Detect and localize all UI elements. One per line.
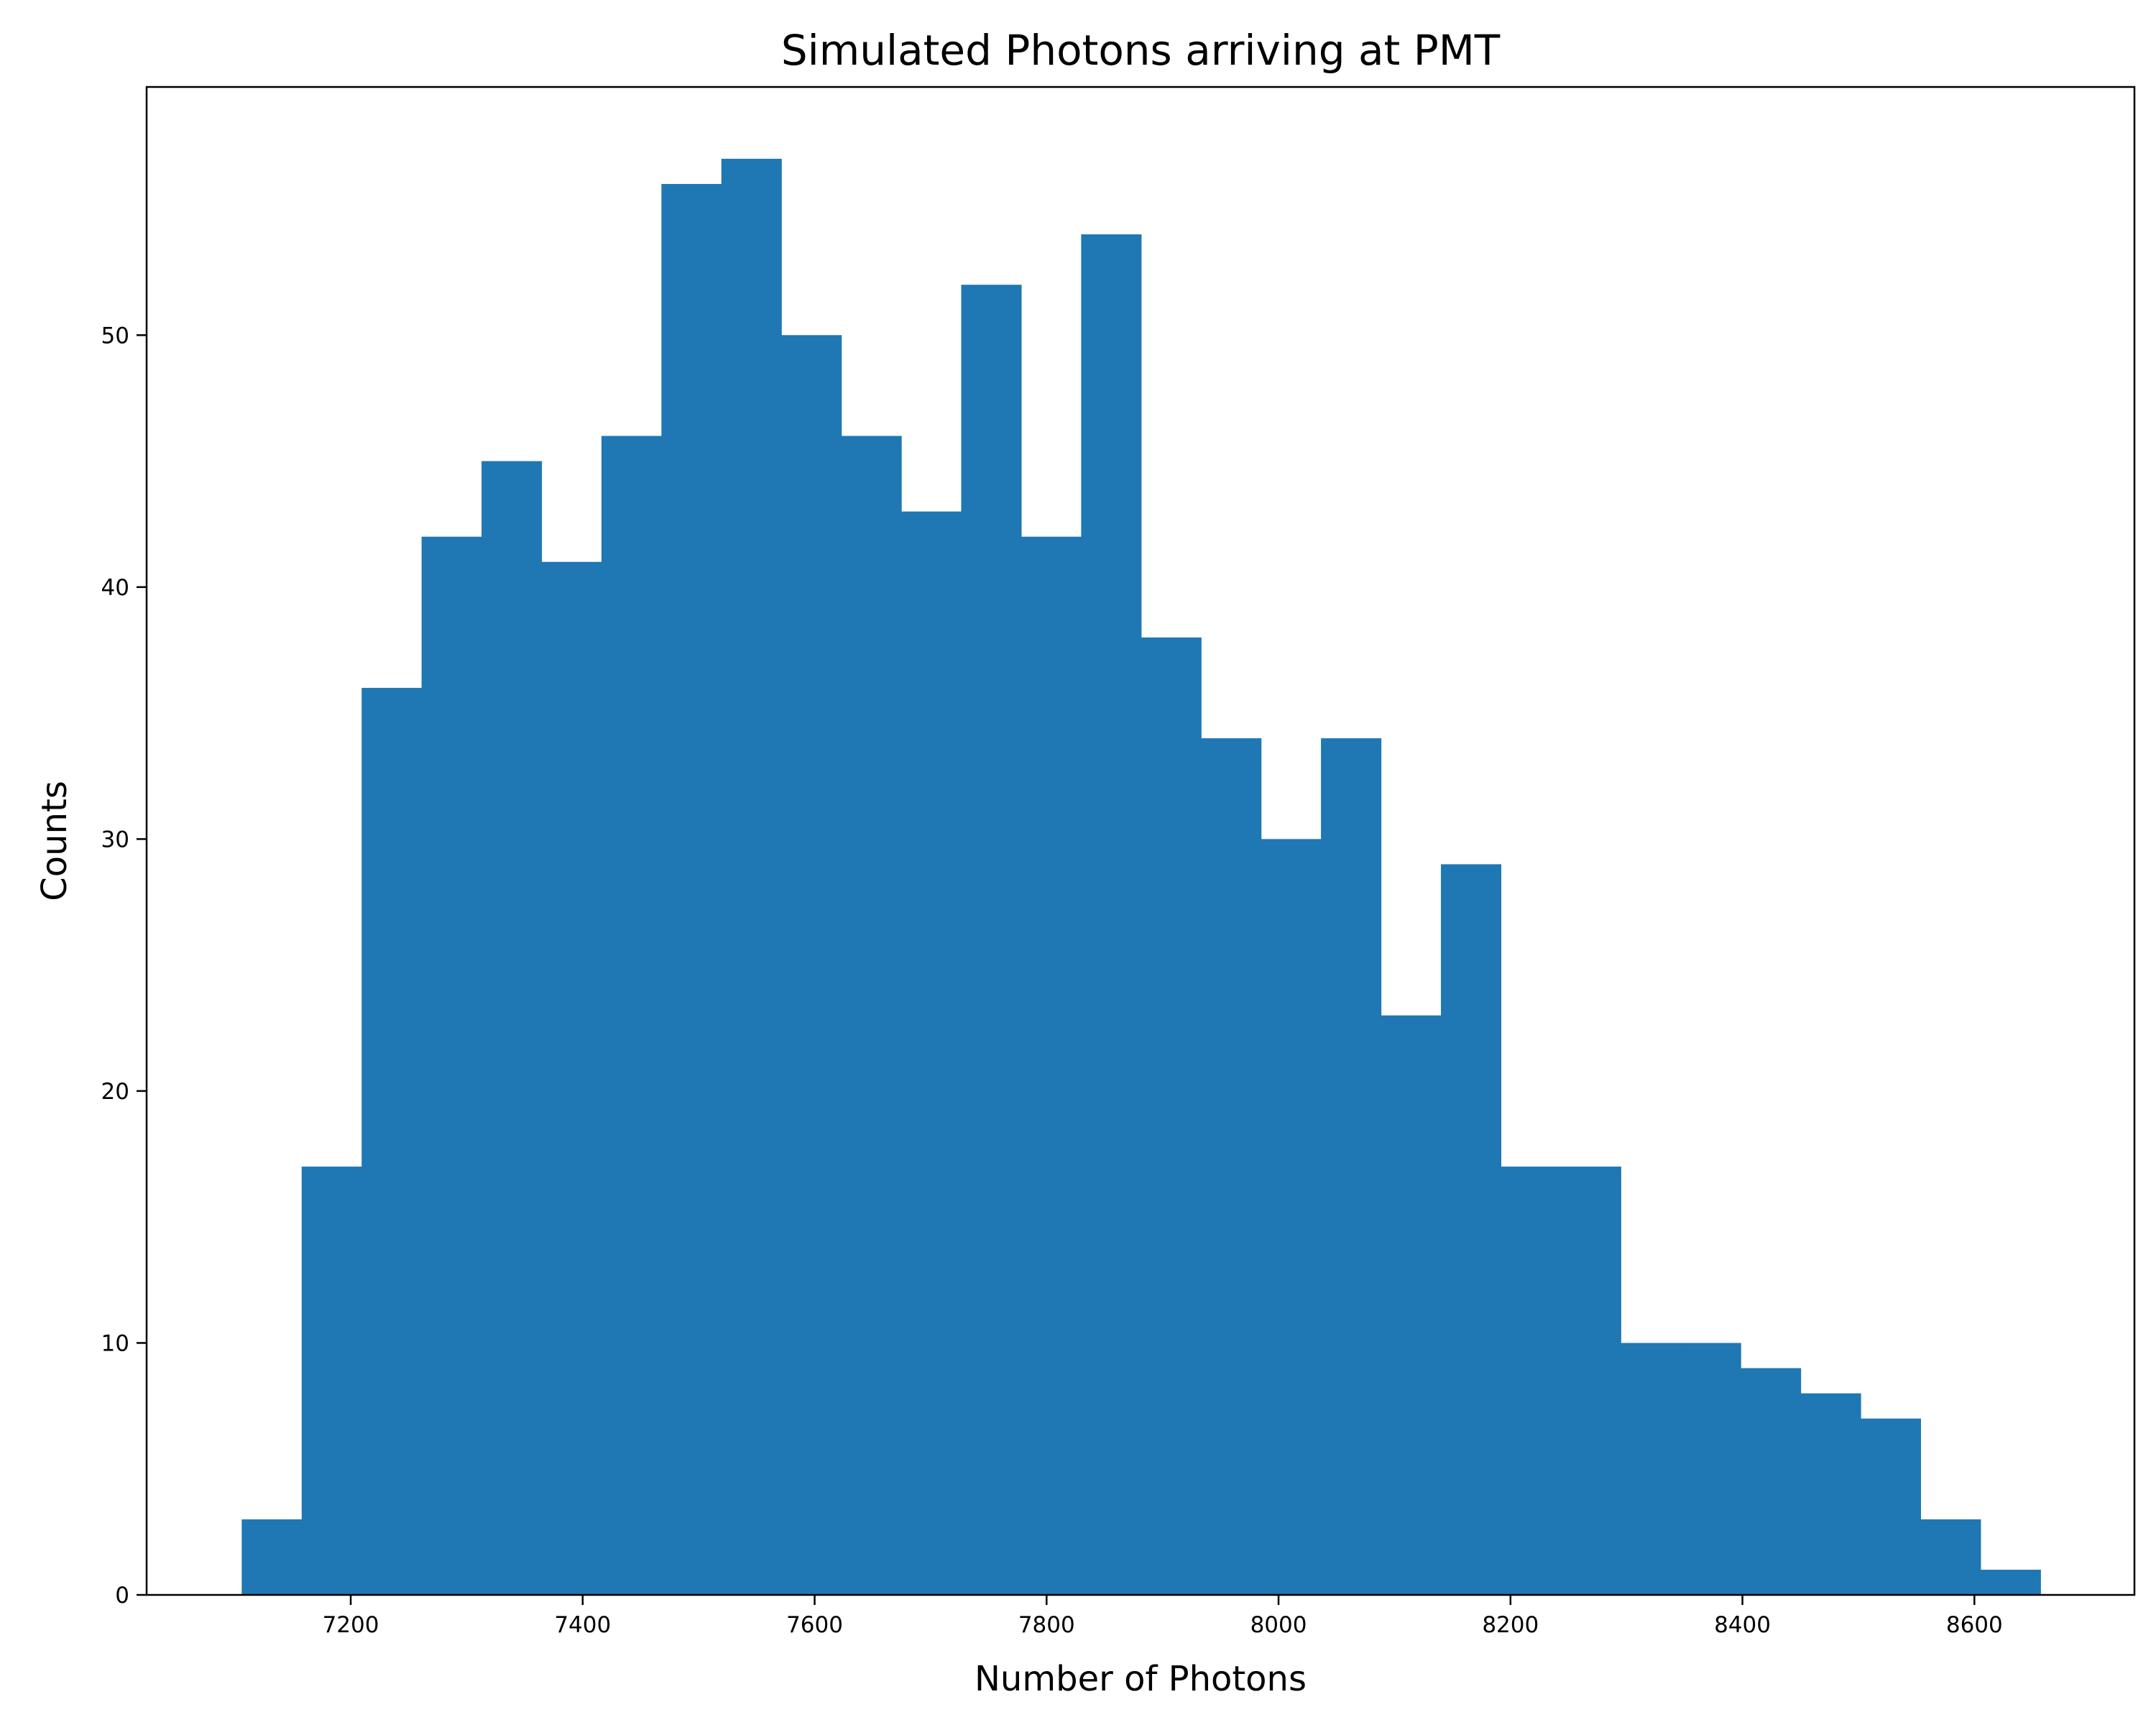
histogram-bar: [1680, 1343, 1741, 1595]
y-axis-ticks: 0 10 20 30 40 50: [101, 323, 147, 1609]
histogram-bar: [1741, 1368, 1802, 1595]
histogram-bar: [541, 561, 602, 1595]
x-tick-label: 8400: [1714, 1612, 1771, 1638]
histogram-bar: [781, 335, 842, 1595]
histogram-bar: [482, 461, 543, 1595]
histogram-bar: [1560, 1167, 1621, 1595]
histogram-bar: [1021, 536, 1082, 1595]
y-tick-label: 10: [101, 1330, 129, 1356]
y-tick-label: 50: [101, 323, 129, 349]
x-tick-label: 7400: [554, 1612, 611, 1638]
y-tick-label: 40: [101, 575, 129, 601]
histogram-bar: [1141, 637, 1202, 1596]
histogram-bar: [421, 536, 482, 1595]
histogram-bar: [721, 158, 782, 1595]
x-tick-label: 7200: [323, 1612, 379, 1638]
histogram-bar: [1081, 234, 1142, 1595]
histogram-bar: [1381, 1015, 1442, 1595]
x-axis-ticks: 7200 7400 7600 7800 8000 8200 8400 8600: [323, 1595, 2003, 1638]
histogram-bar: [661, 183, 722, 1596]
x-tick-label: 8200: [1482, 1612, 1539, 1638]
histogram-bar: [1440, 864, 1501, 1595]
x-axis-label: Number of Photons: [975, 1659, 1307, 1699]
y-tick-label: 30: [101, 827, 129, 852]
x-tick-label: 8000: [1250, 1612, 1307, 1638]
histogram-bar: [1501, 1167, 1562, 1595]
plot-frame: [145, 86, 2136, 1596]
x-tick-label: 8600: [1946, 1612, 2003, 1638]
histogram-bar: [1980, 1569, 2041, 1595]
histogram-bar: [301, 1167, 362, 1595]
y-tick-label: 0: [115, 1583, 129, 1609]
x-tick-label: 7600: [786, 1612, 843, 1638]
y-tick-label: 20: [101, 1079, 129, 1105]
bars-group: [241, 158, 2041, 1596]
histogram-bar: [601, 436, 662, 1595]
histogram-bar: [1920, 1519, 1981, 1595]
histogram-bar: [1800, 1393, 1861, 1595]
x-tick-label: 7800: [1018, 1612, 1075, 1638]
y-axis-label: Counts: [34, 781, 75, 901]
histogram-bar: [1621, 1343, 1682, 1595]
histogram-bar: [241, 1519, 303, 1595]
histogram-bar: [361, 688, 423, 1595]
histogram-bar: [841, 436, 902, 1595]
chart-title: Simulated Photons arriving at PMT: [781, 26, 1501, 75]
histogram-bar: [1860, 1418, 1922, 1595]
histogram-bar: [1261, 839, 1322, 1595]
histogram-bar: [1321, 738, 1382, 1595]
histogram-bar: [1201, 738, 1262, 1595]
histogram-bar: [901, 511, 962, 1596]
histogram-bar: [961, 285, 1022, 1596]
